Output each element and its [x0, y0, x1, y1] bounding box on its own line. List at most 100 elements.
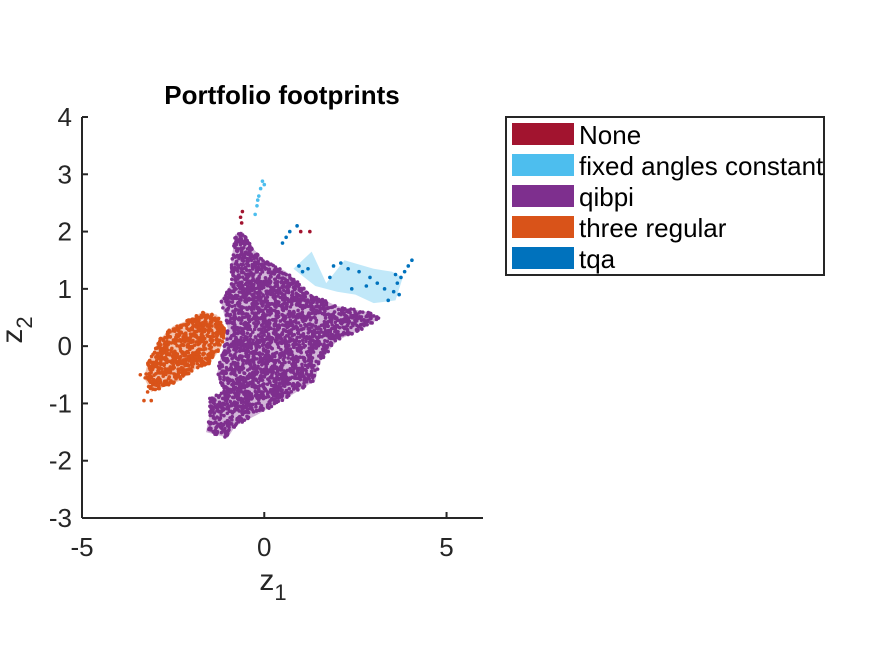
point-series-2 — [290, 290, 295, 294]
point-series-2 — [331, 326, 336, 331]
point-series-2 — [323, 300, 328, 304]
point-series-2 — [266, 353, 271, 357]
point-series-3 — [202, 343, 206, 348]
point-series-3 — [178, 376, 183, 381]
point-series-2 — [287, 309, 292, 314]
point-series-2 — [222, 413, 226, 418]
point-series-2 — [270, 286, 275, 290]
point-series-2 — [277, 303, 281, 308]
point-series-2 — [213, 432, 217, 437]
legend-swatch-1 — [512, 154, 574, 176]
point-series-2 — [318, 351, 323, 355]
legend-label-2: qibpi — [579, 182, 634, 212]
point-series-3 — [192, 352, 196, 356]
point-series-2 — [272, 296, 276, 300]
point-series-2 — [254, 402, 258, 406]
point-series-4 — [368, 275, 372, 280]
point-series-3 — [188, 345, 193, 350]
point-series-2 — [230, 300, 235, 304]
point-series-3 — [193, 319, 197, 324]
point-series-2 — [305, 377, 310, 381]
point-series-2 — [277, 323, 281, 327]
point-series-2 — [294, 366, 298, 370]
point-series-3 — [196, 321, 200, 326]
point-series-2 — [250, 311, 254, 315]
point-series-2 — [224, 308, 228, 313]
point-series-2 — [236, 358, 241, 362]
point-series-2 — [238, 346, 243, 351]
point-series-2 — [262, 382, 266, 386]
point-series-2 — [265, 260, 269, 264]
point-series-2 — [250, 408, 255, 412]
point-series-2 — [268, 401, 272, 406]
point-series-2 — [252, 373, 256, 378]
point-series-2 — [282, 378, 287, 383]
point-series-2 — [274, 280, 279, 285]
point-series-2 — [217, 366, 222, 371]
y-axis-label: z2 — [0, 316, 37, 343]
point-series-2 — [316, 299, 320, 304]
point-series-3 — [138, 372, 143, 377]
point-series-2 — [289, 330, 293, 335]
point-series-2 — [259, 257, 264, 261]
point-series-2 — [232, 313, 237, 318]
point-series-2 — [247, 372, 252, 376]
point-series-2 — [239, 321, 243, 326]
point-series-2 — [303, 367, 307, 372]
point-series-2 — [220, 364, 225, 369]
point-series-3 — [184, 350, 189, 354]
point-series-2 — [325, 333, 329, 338]
point-series-2 — [247, 268, 252, 273]
point-series-4 — [306, 267, 310, 271]
point-series-2 — [225, 392, 229, 397]
point-series-4 — [395, 281, 400, 285]
point-series-2 — [228, 399, 233, 404]
point-series-2 — [230, 277, 234, 282]
point-series-2 — [225, 360, 229, 364]
point-series-2 — [317, 339, 321, 344]
point-series-2 — [259, 316, 264, 321]
point-series-2 — [243, 282, 248, 287]
point-series-2 — [307, 335, 312, 339]
point-series-4 — [402, 269, 407, 274]
point-series-3 — [207, 334, 212, 339]
point-series-2 — [310, 356, 314, 360]
point-series-2 — [300, 338, 305, 343]
point-series-2 — [274, 300, 278, 305]
point-series-2 — [284, 351, 289, 355]
y-tick-label: 1 — [58, 274, 72, 304]
point-series-2 — [296, 388, 300, 392]
point-series-2 — [311, 299, 316, 304]
point-series-2 — [234, 350, 238, 354]
point-series-2 — [270, 308, 274, 312]
point-series-2 — [346, 329, 350, 334]
point-series-2 — [238, 283, 243, 288]
point-series-2 — [245, 247, 250, 251]
point-series-2 — [259, 331, 263, 335]
point-series-2 — [356, 324, 361, 329]
point-series-2 — [253, 311, 258, 315]
point-series-2 — [244, 293, 249, 298]
point-series-2 — [277, 336, 282, 340]
point-series-2 — [232, 322, 237, 327]
point-series-2 — [286, 378, 291, 383]
point-series-2 — [280, 398, 285, 403]
point-series-2 — [254, 265, 258, 270]
point-series-2 — [246, 259, 251, 263]
point-series-2 — [365, 319, 369, 323]
point-series-2 — [353, 315, 357, 319]
point-series-2 — [333, 329, 337, 334]
legend-swatch-2 — [512, 185, 574, 207]
point-series-2 — [315, 327, 320, 331]
scatter-points — [138, 179, 414, 439]
point-series-2 — [216, 372, 221, 377]
point-series-3 — [159, 366, 164, 371]
point-series-2 — [304, 371, 309, 376]
point-series-2 — [242, 291, 246, 296]
point-series-2 — [265, 356, 270, 360]
point-series-3 — [168, 369, 173, 373]
point-series-2 — [287, 315, 292, 319]
point-series-3 — [170, 346, 174, 351]
point-series-2 — [266, 282, 270, 287]
